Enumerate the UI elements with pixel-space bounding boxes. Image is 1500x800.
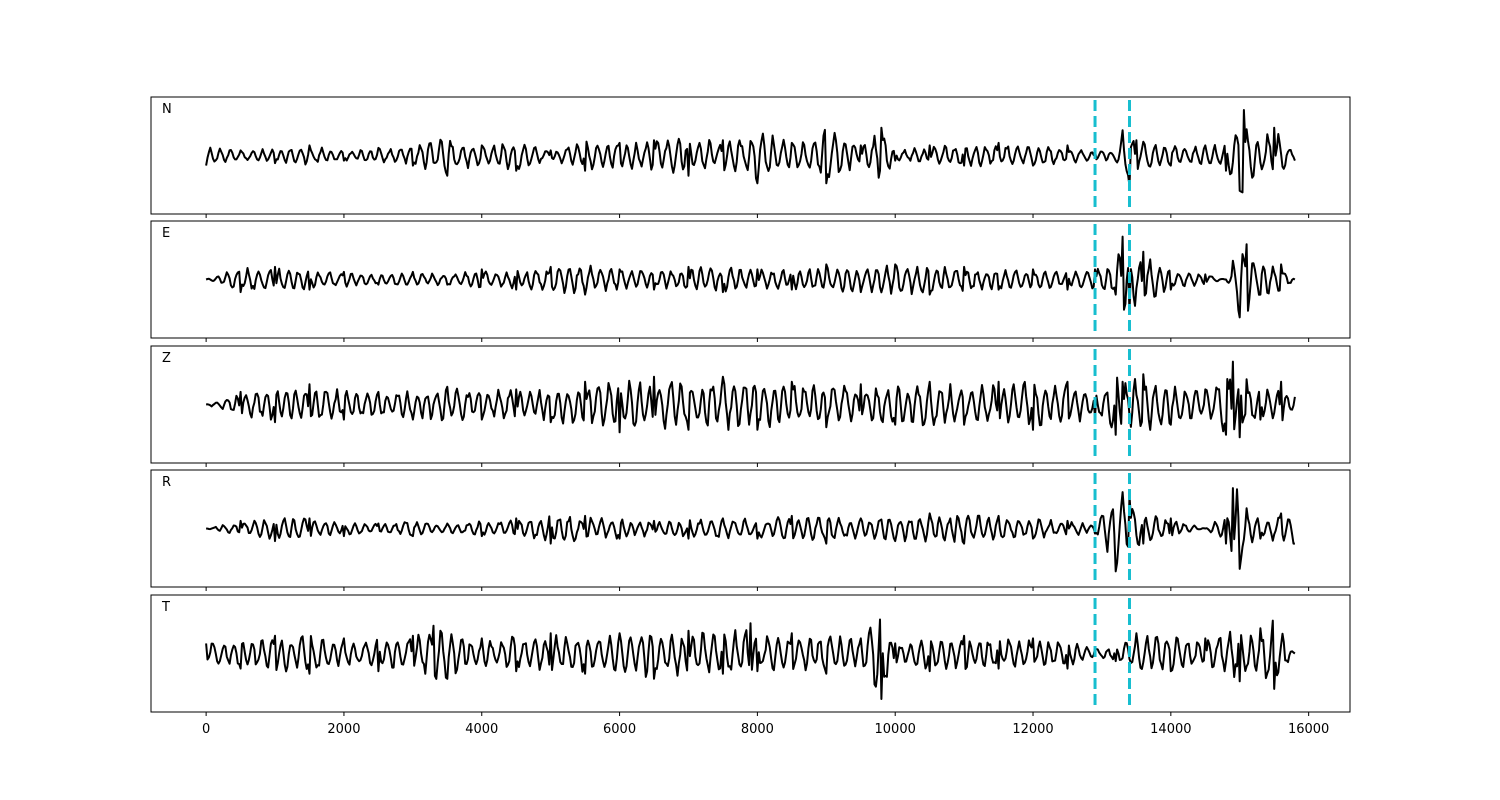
trace-R — [206, 487, 1295, 573]
x-tick-label: 2000 — [327, 722, 360, 737]
trace-T — [205, 618, 1296, 700]
panel-frame — [150, 469, 1351, 588]
panel-N: N — [150, 96, 1351, 218]
panel-Z: Z — [150, 345, 1351, 467]
panel-frame — [150, 345, 1351, 464]
x-axis: 0 2000 4000 6000 8000 10000 12000 14000 16000 — [202, 722, 1329, 737]
x-tick-label: 0 — [202, 722, 210, 737]
trace-N — [205, 109, 1296, 194]
panel-label: E — [162, 226, 170, 241]
panel-label: N — [162, 102, 172, 117]
x-tick-label: 8000 — [741, 722, 774, 737]
panel-T: T — [150, 594, 1351, 716]
panel-label: R — [162, 475, 171, 490]
trace-E — [205, 235, 1296, 319]
x-tick-label: 12000 — [1012, 722, 1053, 737]
x-tick-label: 16000 — [1288, 722, 1329, 737]
panel-frame — [150, 594, 1351, 713]
x-tick-label: 6000 — [603, 722, 636, 737]
panel-R: R — [150, 469, 1351, 591]
panels-group: N E Z R T — [150, 96, 1351, 716]
x-tick-label: 4000 — [465, 722, 498, 737]
panel-frame — [150, 96, 1351, 215]
x-tick-label: 14000 — [1150, 722, 1191, 737]
panel-E: E — [150, 220, 1351, 342]
trace-Z — [205, 360, 1296, 439]
panel-frame — [150, 220, 1351, 339]
panel-label: T — [161, 600, 170, 615]
panel-label: Z — [162, 351, 171, 366]
x-tick-label: 10000 — [875, 722, 916, 737]
